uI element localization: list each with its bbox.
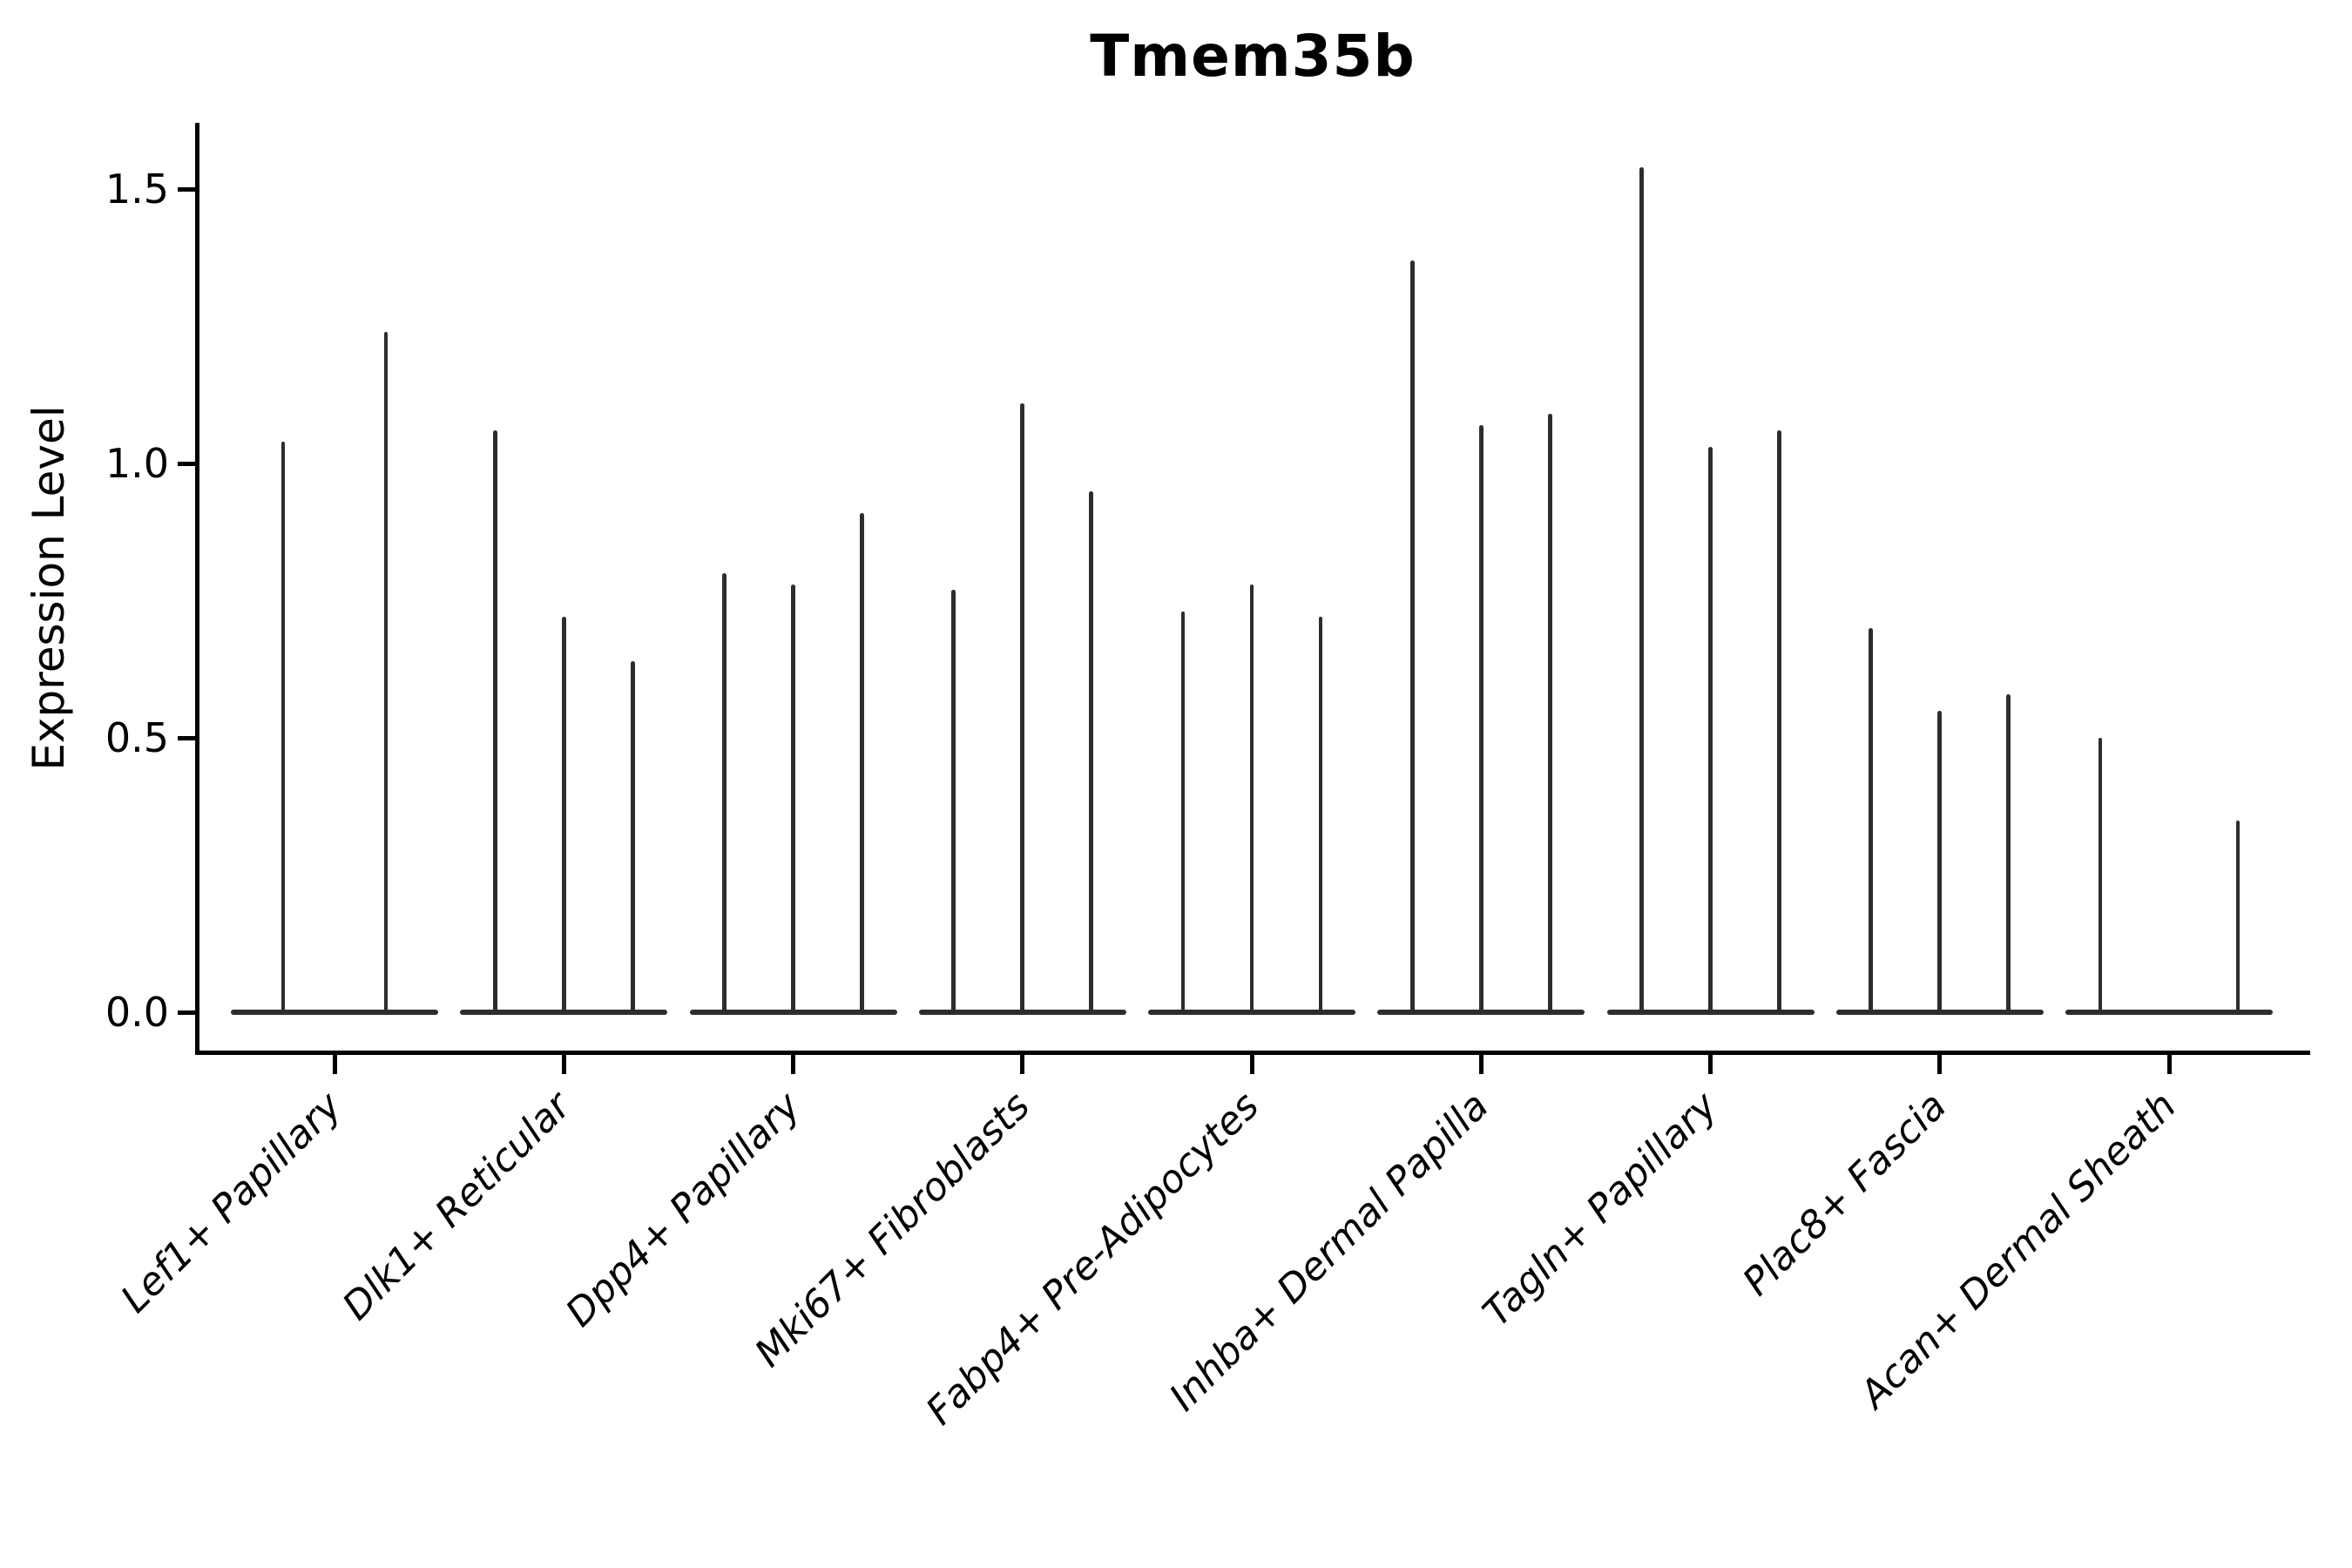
violin-spike xyxy=(280,441,286,1015)
x-tick-label: Lef1+ Papillary xyxy=(112,1084,351,1322)
violin-spike xyxy=(2098,738,2103,1015)
x-tick-label: Plac8+ Fascia xyxy=(1734,1084,1956,1305)
violin-spike xyxy=(1777,430,1781,1015)
x-axis-spine xyxy=(195,1051,2310,1055)
y-tick xyxy=(178,1010,196,1015)
violin-spike xyxy=(1249,584,1254,1015)
x-tick xyxy=(1249,1055,1254,1074)
violin-spike xyxy=(1639,166,1644,1015)
violin-spike xyxy=(1547,414,1552,1015)
x-tick xyxy=(332,1055,337,1074)
x-tick-label: Tagln+ Papillary xyxy=(1474,1084,1727,1335)
y-axis-spine xyxy=(195,123,199,1055)
violin-spike xyxy=(1409,260,1415,1015)
violin-spike xyxy=(492,430,497,1015)
y-axis-label: Expression Level xyxy=(24,405,74,771)
y-tick-label: 1.5 xyxy=(105,166,169,213)
violin-spike xyxy=(383,331,389,1015)
x-tick-label: Dpp4+ Papillary xyxy=(557,1084,809,1336)
violin-spike xyxy=(1020,402,1025,1015)
violin-spike xyxy=(1180,612,1186,1015)
y-tick xyxy=(178,186,196,192)
x-tick xyxy=(561,1055,566,1074)
chart-title: Tmem35b xyxy=(1090,23,1416,90)
violin-spike xyxy=(1089,490,1094,1015)
violin-spike xyxy=(1937,710,1943,1015)
violin-spike xyxy=(630,660,635,1015)
violin-spike xyxy=(1478,424,1484,1015)
x-tick-label: Dlk1+ Reticular xyxy=(334,1084,580,1329)
violin-spike xyxy=(1318,617,1323,1015)
violin-baseline xyxy=(2065,1010,2273,1015)
x-tick xyxy=(1020,1055,1025,1074)
y-tick xyxy=(178,735,196,740)
y-tick-label: 0.5 xyxy=(105,714,169,761)
violin-spike xyxy=(561,617,566,1015)
x-tick xyxy=(1937,1055,1943,1074)
violin-baseline xyxy=(231,1010,438,1015)
violin-spike xyxy=(2006,693,2011,1015)
x-tick xyxy=(791,1055,795,1074)
y-tick-label: 0.0 xyxy=(105,989,169,1036)
violin-spike xyxy=(1869,628,1874,1015)
y-tick xyxy=(178,461,196,466)
violin-spike xyxy=(860,512,864,1015)
violin-spike xyxy=(791,584,795,1015)
x-tick xyxy=(1478,1055,1484,1074)
y-tick-label: 1.0 xyxy=(105,440,169,487)
violin-spike xyxy=(951,589,956,1015)
x-tick xyxy=(2166,1055,2172,1074)
x-tick xyxy=(1708,1055,1713,1074)
violin-spike xyxy=(1708,447,1713,1015)
violin-spike xyxy=(2235,820,2240,1015)
violin-spike xyxy=(722,573,727,1015)
